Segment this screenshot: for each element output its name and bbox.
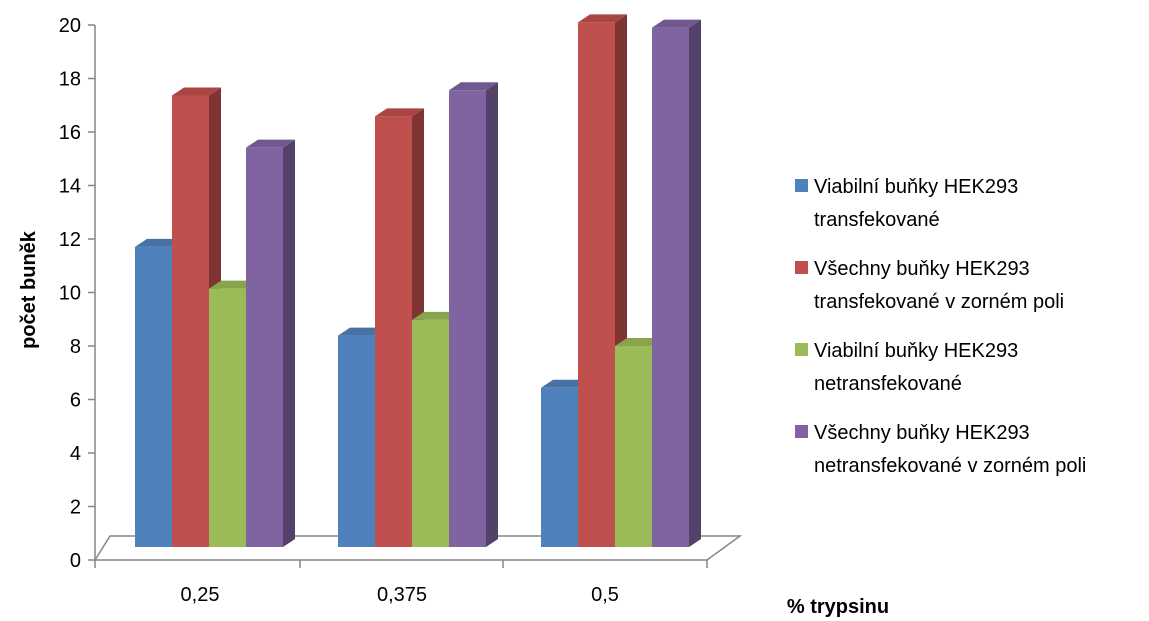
legend-label: netransfekované v zorném poli xyxy=(814,455,1086,477)
bar-front xyxy=(135,246,172,547)
y-tick-label: 14 xyxy=(59,176,81,198)
legend-label: Viabilní buňky HEK293 xyxy=(814,176,1018,198)
y-tick-label: 2 xyxy=(70,497,81,519)
y-tick-label: 12 xyxy=(59,229,81,251)
legend-label: transfekované v zorném poli xyxy=(814,291,1064,313)
legend-label: transfekované xyxy=(814,209,940,231)
x-tick-label: 0,375 xyxy=(377,584,427,606)
x-tick-label: 0,5 xyxy=(591,584,619,606)
x-tick-label: 0,25 xyxy=(181,584,220,606)
y-tick-label: 18 xyxy=(59,69,81,91)
bar-top xyxy=(615,338,664,347)
y-tick-label: 0 xyxy=(70,550,81,572)
legend-label: Všechny buňky HEK293 xyxy=(814,422,1030,444)
bar-front xyxy=(541,387,578,547)
legend-label: netransfekované xyxy=(814,373,962,395)
y-tick-label: 6 xyxy=(70,390,81,412)
legend-label: Viabilní buňky HEK293 xyxy=(814,340,1018,362)
legend-item: Viabilní buňky HEK293 netransfekované xyxy=(795,340,1018,395)
bar-front xyxy=(209,288,246,547)
bar-top xyxy=(135,238,184,247)
bar-top xyxy=(375,108,424,117)
bar-front xyxy=(615,346,652,547)
legend-swatch xyxy=(795,179,808,192)
x-axis-title: % trypsinu xyxy=(787,596,889,618)
legend-swatch xyxy=(795,425,808,438)
legend-label: Všechny buňky HEK293 xyxy=(814,258,1030,280)
legend-swatch xyxy=(795,343,808,356)
bar-front xyxy=(578,22,615,547)
y-axis-title: počet buněk xyxy=(18,230,40,349)
bars xyxy=(135,14,701,548)
bar xyxy=(652,19,701,548)
legend-item: Všechny buňky HEK293 transfekované v zorn… xyxy=(795,258,1064,313)
bar-front xyxy=(652,27,689,548)
bar-top xyxy=(449,82,498,91)
bar-side xyxy=(689,19,701,548)
labels: 0 2 4 6 8 10 12 14 16 18 20 0,25 0,375 0,5 xyxy=(59,15,619,606)
bar-top xyxy=(541,379,590,388)
y-tick-label: 4 xyxy=(70,443,81,465)
bar-top xyxy=(209,280,258,289)
bar xyxy=(246,139,295,548)
bar-top xyxy=(578,14,627,23)
bar xyxy=(578,14,627,547)
y-tick-label: 16 xyxy=(59,122,81,144)
legend-swatch xyxy=(795,261,808,274)
bar-front xyxy=(449,90,486,547)
legend: Viabilní buňky HEK293 transfekované Všechn… xyxy=(795,176,1086,477)
bar-front xyxy=(338,335,375,547)
bar-front xyxy=(246,147,283,548)
bar-top xyxy=(412,311,461,320)
bar-top xyxy=(172,87,221,96)
legend-item: Všechny buňky HEK293 netransfekované v zo… xyxy=(795,422,1086,477)
legend-item: Viabilní buňky HEK293 transfekované xyxy=(795,176,1018,231)
bar-side xyxy=(486,82,498,547)
bar-top xyxy=(338,327,387,336)
y-tick-label: 20 xyxy=(59,15,81,37)
bar-top xyxy=(652,19,701,28)
bar-front xyxy=(412,319,449,547)
y-tick-label: 10 xyxy=(59,283,81,305)
bar-side xyxy=(283,139,295,548)
bar-front xyxy=(172,95,209,547)
bar-front xyxy=(375,116,412,547)
bar xyxy=(449,82,498,547)
y-tick-label: 8 xyxy=(70,336,81,358)
bar-top xyxy=(246,139,295,148)
